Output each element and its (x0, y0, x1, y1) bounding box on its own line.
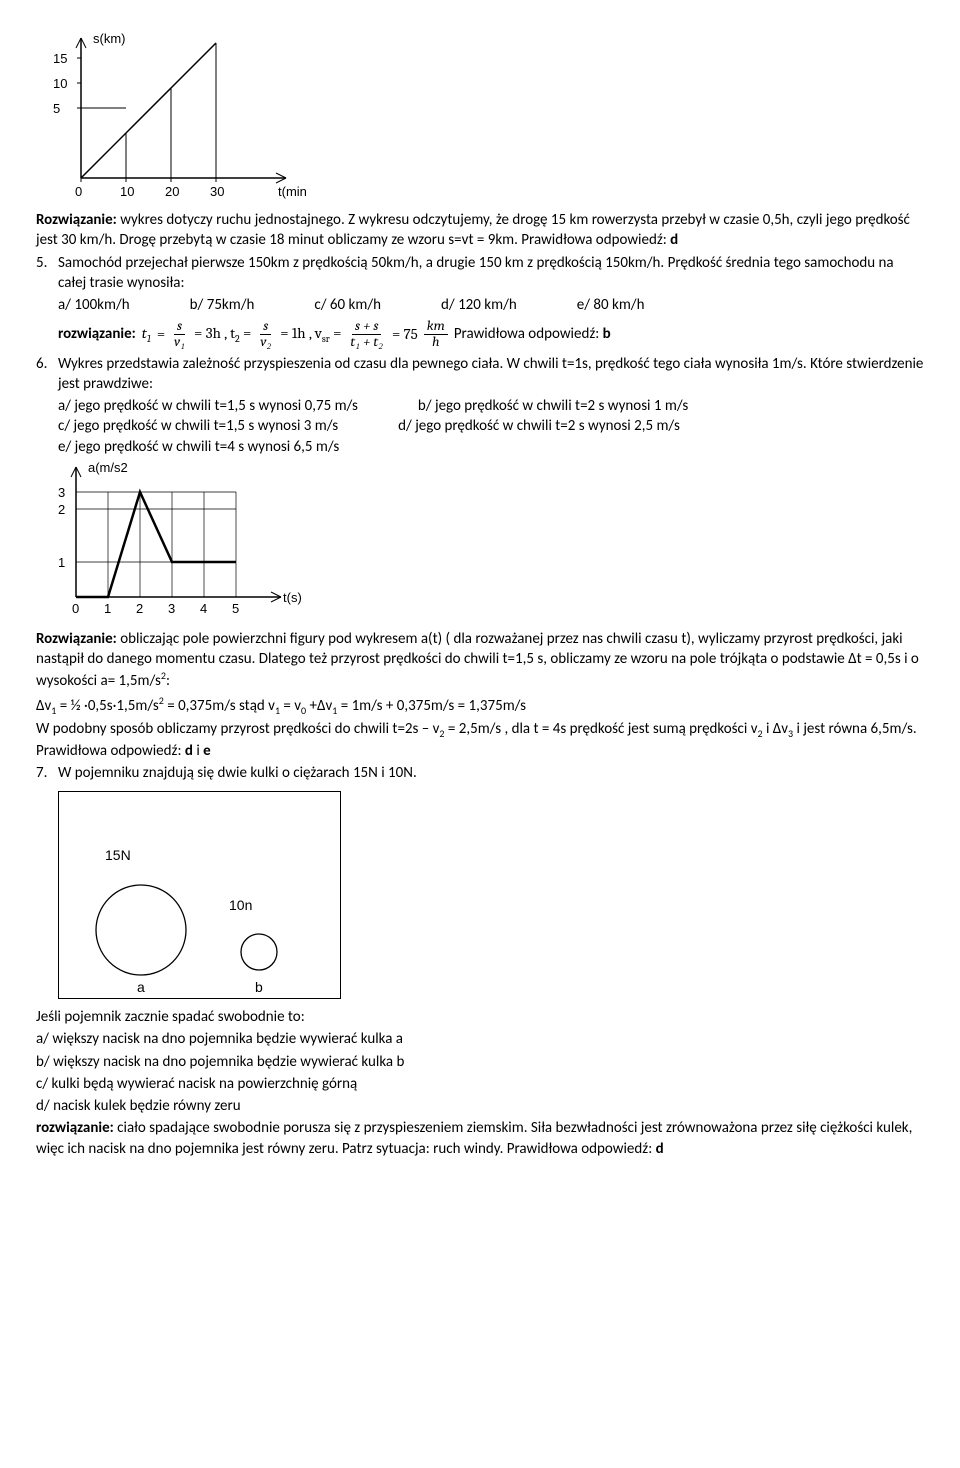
svg-text:10: 10 (120, 184, 134, 199)
svg-text:15N: 15N (105, 847, 131, 863)
graph-s-t: s(km) t(min) 15 10 5 0 10 20 30 (36, 28, 306, 208)
q5-sol-label: rozwiązanie: (58, 324, 136, 344)
figure-balls: 15N 10n a b (59, 792, 340, 998)
solution-6: Rozwiązanie: obliczając pole powierzchni… (36, 629, 924, 692)
q6-opt-d: d/ jego prędkość w chwili t=2 s wynosi 2… (398, 416, 680, 436)
svg-text:30: 30 (210, 184, 224, 199)
solution-6-label: Rozwiązanie: (36, 630, 117, 648)
q5-opt-a: a/ 100km/h (58, 295, 130, 315)
question-6: 6. Wykres przedstawia zależność przyspie… (36, 354, 924, 395)
solution-6-line2: Δv1 = ½ ·0,5s·1,5m/s2 = 0,375m/s stąd v1… (36, 694, 924, 718)
svg-text:1: 1 (104, 601, 111, 616)
solution-1: Rozwiązanie: wykres dotyczy ruchu jednos… (36, 210, 924, 251)
eq-frac3: s + st₁ + t₂ (347, 319, 386, 349)
q6-opt-a: a/ jego prędkość w chwili t=1,5 s wynosi… (58, 396, 358, 416)
svg-text:4: 4 (200, 601, 207, 616)
svg-text:10: 10 (53, 76, 67, 91)
q7-opt-a: a/ większy nacisk na dno pojemnika będzi… (36, 1029, 924, 1049)
svg-text:15: 15 (53, 51, 67, 66)
solution-7-answer: d (656, 1140, 664, 1158)
question-7: 7. W pojemniku znajdują się dwie kulki o… (36, 763, 924, 783)
q6-options: a/ jego prędkość w chwili t=1,5 s wynosi… (58, 396, 924, 457)
q7-opt-c: c/ kulki będą wywierać nacisk na powierz… (36, 1074, 924, 1094)
q6-number: 6. (36, 354, 58, 374)
svg-text:3: 3 (168, 601, 175, 616)
svg-text:2: 2 (58, 502, 65, 517)
q5-opt-c: c/ 60 km/h (314, 295, 381, 315)
q5-text: Samochód przejechał pierwsze 150km z prę… (58, 253, 924, 294)
question-5: 5. Samochód przejechał pierwsze 150km z … (36, 253, 924, 294)
svg-text:20: 20 (165, 184, 179, 199)
svg-text:5: 5 (53, 101, 60, 116)
eq-frac1: sv₁ (171, 319, 188, 349)
svg-text:1: 1 (58, 555, 65, 570)
q7-opt-b: b/ większy nacisk na dno pojemnika będzi… (36, 1052, 924, 1072)
q7-number: 7. (36, 763, 58, 783)
q5-opt-e: e/ 80 km/h (577, 295, 645, 315)
solution-1-text: wykres dotyczy ruchu jednostajnego. Z wy… (36, 211, 910, 249)
q7-opt-d: d/ nacisk kulek będzie równy zeru (36, 1096, 924, 1116)
q5-opt-d: d/ 120 km/h (441, 295, 517, 315)
svg-text:a: a (137, 979, 145, 995)
eq-frac2: sv₂ (257, 319, 274, 349)
svg-text:10n: 10n (229, 897, 252, 913)
q6-text: Wykres przedstawia zależność przyspiesze… (58, 354, 924, 395)
svg-text:3: 3 (58, 485, 65, 500)
q7-intro: Jeśli pojemnik zacznie spadać swobodnie … (36, 1007, 924, 1027)
q6-opt-b: b/ jego prędkość w chwili t=2 s wynosi 1… (418, 396, 688, 416)
svg-text:0: 0 (75, 184, 82, 199)
q5-number: 5. (36, 253, 58, 273)
q7-text: W pojemniku znajdują się dwie kulki o ci… (58, 763, 924, 783)
graph-a-t: a(m/s2 t(s) 3 2 1 0 1 2 3 4 5 (36, 457, 306, 627)
solution-7-label: rozwiązanie: (36, 1119, 114, 1137)
q5-opt-b: b/ 75km/h (190, 295, 255, 315)
svg-text:t(min): t(min) (278, 184, 306, 199)
solution-6-answer-e: e (203, 742, 211, 760)
q6-opt-e: e/ jego prędkość w chwili t=4 s wynosi 6… (58, 437, 924, 457)
svg-text:t(s): t(s) (283, 590, 302, 605)
svg-text:2: 2 (136, 601, 143, 616)
solution-6-answer-d: d (185, 742, 193, 760)
q5-options: a/ 100km/h b/ 75km/h c/ 60 km/h d/ 120 k… (58, 295, 924, 315)
solution-1-label: Rozwiązanie: (36, 211, 117, 229)
q5-answer: b (603, 325, 611, 343)
figure-container: 15N 10n a b (58, 791, 341, 999)
svg-text:0: 0 (72, 601, 79, 616)
solution-7: rozwiązanie: ciało spadające swobodnie p… (36, 1118, 924, 1159)
eq-t1: t1 (142, 323, 151, 347)
svg-text:s(km): s(km) (93, 31, 126, 46)
svg-text:b: b (255, 979, 263, 995)
solution-6-line3: W podobny sposób obliczamy przyrost pręd… (36, 719, 924, 761)
svg-text:a(m/s2: a(m/s2 (88, 460, 128, 475)
solution-1-answer: d (670, 231, 678, 249)
q6-opt-c: c/ jego prędkość w chwili t=1,5 s wynosi… (58, 416, 338, 436)
q5-equation: rozwiązanie: t1 = sv₁ = 3h , t2 = sv₂ = … (58, 319, 924, 349)
svg-text:5: 5 (232, 601, 239, 616)
eq-frac4: kmh (424, 319, 448, 349)
